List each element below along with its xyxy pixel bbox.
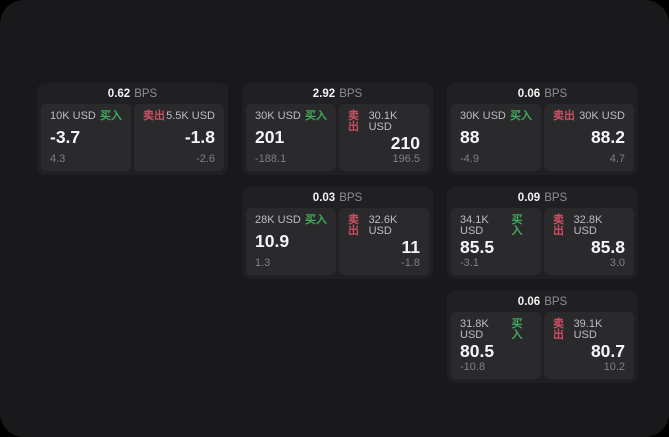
spread-unit: BPS xyxy=(339,191,363,204)
sell-panel[interactable]: 卖出 32.6K USD 11 -1.8 xyxy=(339,208,429,275)
buy-amount: 34.1K USD xyxy=(460,214,489,237)
buy-amount: 31.8K USD xyxy=(460,318,489,341)
sell-delta: 4.7 xyxy=(609,153,625,165)
quote-card-5: 0.09 BPS 34.1K USD 买入 85.5 -3.1 卖出 32.8K… xyxy=(447,187,638,279)
sell-amount: 5.5K USD xyxy=(166,110,215,122)
sell-side-label: 卖出 xyxy=(348,214,359,237)
spread-unit: BPS xyxy=(544,191,568,204)
sell-delta: 3.0 xyxy=(609,257,625,269)
sell-panel[interactable]: 卖出 32.8K USD 85.8 3.0 xyxy=(544,208,634,275)
spread-header: 2.92 BPS xyxy=(246,83,429,104)
sell-delta: -1.8 xyxy=(401,257,420,269)
spread-value: 0.06 xyxy=(517,87,541,100)
sell-delta: 10.2 xyxy=(603,361,625,373)
quote-panels: 30K USD 买入 88 -4.9 卖出 30K USD 88.2 4.7 xyxy=(451,104,634,171)
buy-delta: 4.3 xyxy=(50,153,66,165)
spread-header: 0.03 BPS xyxy=(246,187,429,208)
buy-price: 88 xyxy=(460,127,480,148)
buy-price: 10.9 xyxy=(255,231,290,252)
spread-header: 0.62 BPS xyxy=(41,83,224,104)
buy-price: 201 xyxy=(255,127,285,148)
buy-amount: 30K USD xyxy=(255,110,301,122)
buy-amount: 30K USD xyxy=(460,110,506,122)
quote-card-6: 0.06 BPS 31.8K USD 买入 80.5 -10.8 卖出 39.1… xyxy=(447,291,638,383)
sell-panel[interactable]: 卖出 39.1K USD 80.7 10.2 xyxy=(544,312,634,379)
quote-card-4: 0.03 BPS 28K USD 买入 10.9 1.3 卖出 32.6K US… xyxy=(242,187,433,279)
buy-side-label: 买入 xyxy=(305,214,327,226)
sell-amount: 32.8K USD xyxy=(573,214,603,237)
sell-price: 85.8 xyxy=(590,236,625,257)
buy-delta: -3.1 xyxy=(460,257,479,269)
quote-panels: 28K USD 买入 10.9 1.3 卖出 32.6K USD 11 -1.8 xyxy=(246,208,429,275)
sell-price: 11 xyxy=(401,236,421,257)
sell-amount: 30K USD xyxy=(579,110,625,122)
sell-side-label: 卖出 xyxy=(553,110,575,122)
spread-value: 0.03 xyxy=(312,191,336,204)
buy-side-label: 买入 xyxy=(305,110,327,122)
buy-side-label: 买入 xyxy=(100,110,122,122)
buy-panel[interactable]: 30K USD 买入 88 -4.9 xyxy=(451,104,541,171)
sell-panel[interactable]: 卖出 30.1K USD 210 196.5 xyxy=(339,104,429,171)
buy-price: -3.7 xyxy=(50,127,81,148)
quote-panels: 10K USD 买入 -3.7 4.3 卖出 5.5K USD -1.8 -2.… xyxy=(41,104,224,171)
spread-header: 0.06 BPS xyxy=(451,83,634,104)
spread-header: 0.06 BPS xyxy=(451,291,634,312)
buy-delta: -188.1 xyxy=(255,153,287,165)
buy-panel[interactable]: 34.1K USD 买入 85.5 -3.1 xyxy=(451,208,541,275)
quote-card-3: 0.06 BPS 30K USD 买入 88 -4.9 卖出 30K USD 8… xyxy=(447,83,638,175)
spread-value: 0.62 xyxy=(107,87,131,100)
sell-panel[interactable]: 卖出 5.5K USD -1.8 -2.6 xyxy=(134,104,224,171)
buy-amount: 10K USD xyxy=(50,110,96,122)
spread-header: 0.09 BPS xyxy=(451,187,634,208)
sell-amount: 32.6K USD xyxy=(368,214,398,237)
buy-panel[interactable]: 10K USD 买入 -3.7 4.3 xyxy=(41,104,131,171)
spread-value: 0.09 xyxy=(517,191,541,204)
sell-side-label: 卖出 xyxy=(143,110,165,122)
sell-price: 80.7 xyxy=(590,340,625,361)
buy-delta: -10.8 xyxy=(460,361,486,373)
sell-price: 210 xyxy=(390,132,420,153)
buy-panel[interactable]: 30K USD 买入 201 -188.1 xyxy=(246,104,336,171)
spread-unit: BPS xyxy=(339,87,363,100)
sell-amount: 30.1K USD xyxy=(368,110,398,133)
sell-price: 88.2 xyxy=(590,127,625,148)
buy-price: 85.5 xyxy=(460,236,495,257)
spread-unit: BPS xyxy=(544,295,568,308)
quote-card-2: 2.92 BPS 30K USD 买入 201 -188.1 卖出 30.1K … xyxy=(242,83,433,175)
spread-value: 0.06 xyxy=(517,295,541,308)
sell-side-label: 卖出 xyxy=(348,110,359,133)
sell-delta: 196.5 xyxy=(392,153,420,165)
spread-value: 2.92 xyxy=(312,87,336,100)
sell-panel[interactable]: 卖出 30K USD 88.2 4.7 xyxy=(544,104,634,171)
sell-price: -1.8 xyxy=(184,127,215,148)
buy-panel[interactable]: 31.8K USD 买入 80.5 -10.8 xyxy=(451,312,541,379)
quote-panels: 30K USD 买入 201 -188.1 卖出 30.1K USD 210 1… xyxy=(246,104,429,171)
quote-card-1: 0.62 BPS 10K USD 买入 -3.7 4.3 卖出 5.5K USD… xyxy=(37,83,228,175)
quote-panels: 34.1K USD 买入 85.5 -3.1 卖出 32.8K USD 85.8… xyxy=(451,208,634,275)
buy-side-label: 买入 xyxy=(511,214,523,237)
buy-side-label: 买入 xyxy=(510,110,532,122)
spread-unit: BPS xyxy=(544,87,568,100)
buy-delta: -4.9 xyxy=(460,153,479,165)
sell-side-label: 卖出 xyxy=(553,318,564,341)
buy-panel[interactable]: 28K USD 买入 10.9 1.3 xyxy=(246,208,336,275)
buy-amount: 28K USD xyxy=(255,214,301,226)
sell-amount: 39.1K USD xyxy=(573,318,603,341)
quote-panels: 31.8K USD 买入 80.5 -10.8 卖出 39.1K USD 80.… xyxy=(451,312,634,379)
sell-delta: -2.6 xyxy=(196,153,215,165)
spread-unit: BPS xyxy=(134,87,158,100)
buy-side-label: 买入 xyxy=(511,318,523,341)
sell-side-label: 卖出 xyxy=(553,214,564,237)
buy-price: 80.5 xyxy=(460,340,495,361)
buy-delta: 1.3 xyxy=(255,257,271,269)
